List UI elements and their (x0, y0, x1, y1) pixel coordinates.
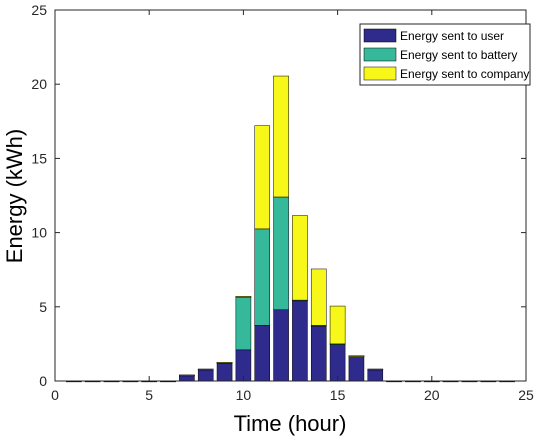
y-tick-label: 0 (39, 373, 47, 389)
y-axis-title: Energy (kWh) (2, 129, 27, 263)
bar-segment (235, 296, 252, 298)
legend-swatch (363, 28, 397, 43)
bar-segment (367, 368, 384, 382)
x-axis-title: Time (hour) (234, 411, 347, 436)
x-tick-label: 0 (51, 387, 59, 403)
bar-segment (273, 309, 289, 382)
bar-segment (348, 355, 365, 357)
legend-label: Energy sent to battery (400, 48, 517, 62)
bar-segment (310, 268, 327, 326)
bar-segment (329, 305, 346, 345)
legend-label: Energy sent to user (400, 29, 504, 43)
legend-label: Energy sent to company (400, 67, 529, 81)
x-tick-label: 15 (330, 387, 346, 403)
bar-segment (367, 368, 384, 371)
bar-segment (216, 362, 233, 364)
legend-swatch (363, 47, 397, 62)
legend-swatch (363, 66, 397, 81)
bar-segment (197, 368, 214, 382)
y-tick-label: 15 (31, 150, 47, 166)
bar-segment (235, 296, 252, 351)
y-tick-label: 10 (31, 225, 47, 241)
bar-segment (273, 75, 289, 198)
bar-segment (292, 299, 308, 382)
axis-ticks: 0 5 10 15 20 25 0 5 10 15 20 25 (31, 2, 534, 403)
x-tick-label: 20 (424, 387, 440, 403)
y-tick-label: 20 (31, 76, 47, 92)
bar-segment (292, 215, 308, 301)
bar-segment (348, 355, 365, 382)
bar-segment (254, 125, 271, 230)
bar-segment (216, 362, 233, 382)
bar-segment (329, 343, 346, 382)
x-tick-label: 5 (145, 387, 153, 403)
legend: Energy sent to user Energy sent to batter… (359, 23, 531, 86)
x-tick-label: 25 (518, 387, 534, 403)
bar-segment (254, 325, 271, 382)
x-tick-label: 10 (236, 387, 252, 403)
y-tick-label: 5 (39, 299, 47, 315)
y-tick-label: 25 (31, 2, 47, 18)
bar-segment (179, 374, 195, 377)
bar-segment (197, 368, 214, 371)
bar-segment (310, 325, 327, 382)
bar-segment (254, 228, 271, 326)
bars-layer (66, 75, 515, 383)
bar-segment (273, 196, 289, 311)
plot-frame (54, 9, 527, 382)
